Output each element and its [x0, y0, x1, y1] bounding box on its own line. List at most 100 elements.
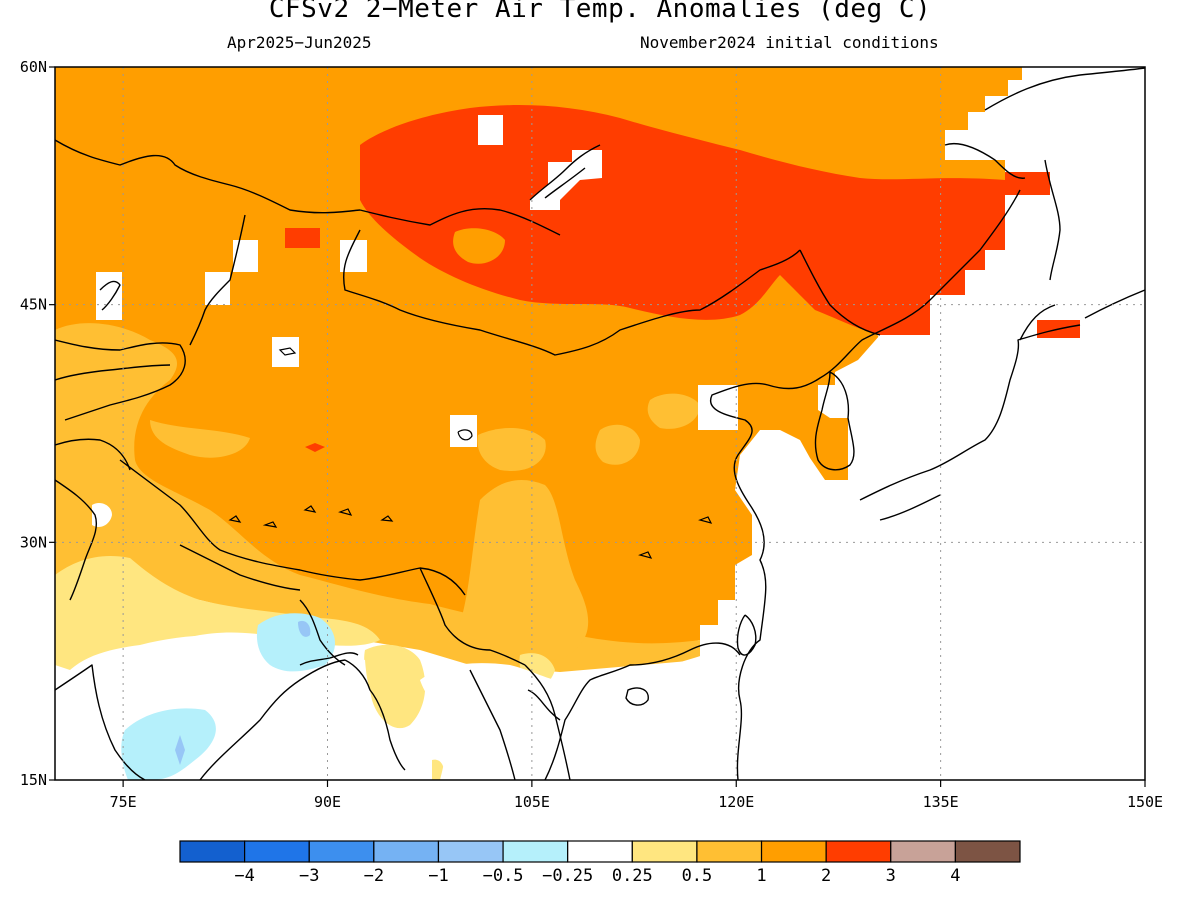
near-normal-qinghai-lake	[450, 415, 477, 447]
warm-pocket-mongolia	[453, 228, 505, 264]
longitude-axis: 75E 90E 105E 120E 135E 150E	[110, 780, 1163, 811]
map-plot-area	[55, 67, 1145, 780]
tibet-lake-5	[380, 515, 394, 522]
lon-tick-label: 105E	[514, 793, 550, 811]
coastline-bay-of-bengal	[299, 652, 359, 666]
issyk-lake-outline	[278, 347, 297, 356]
near-normal-region-kashmir	[92, 503, 112, 527]
colorbar-label: −0.5	[483, 866, 524, 886]
map-frame	[54, 66, 1146, 781]
lon-tick-label: 135E	[923, 793, 959, 811]
china-lake-1	[638, 551, 653, 559]
colorbar-swatch	[567, 840, 633, 863]
near-normal-region-japan	[850, 300, 1145, 480]
near-normal-alakol	[233, 240, 258, 272]
cooler-anomaly-region-india	[175, 735, 185, 765]
lat-tick-label: 45N	[20, 296, 47, 314]
colorbar-swatch	[631, 840, 698, 863]
initial-conditions: November2024 initial conditions	[640, 33, 939, 52]
border-mongolia-china	[343, 229, 801, 356]
tibet-lake-1	[228, 515, 242, 523]
border-china-myanmar	[419, 567, 526, 666]
border-india-bangladesh	[299, 599, 346, 666]
colorbar-swatch	[179, 840, 246, 863]
colorbar-label: 0.5	[682, 866, 713, 886]
moderate-anomaly-region-north-china	[595, 424, 640, 465]
tibet-lake-4	[338, 508, 353, 516]
colorbar-label: 2	[821, 866, 831, 886]
border-central-asia	[55, 339, 186, 421]
border-india-nepal	[179, 544, 301, 591]
colorbar-swatch	[760, 840, 827, 863]
colorbar-swatch	[308, 840, 375, 863]
colorbar-label: 4	[950, 866, 960, 886]
taiwan-outline	[736, 614, 757, 656]
colorbar-swatch	[890, 840, 956, 863]
small-lakes	[228, 347, 713, 559]
lat-tick-label: 15N	[20, 771, 47, 789]
near-normal-region-southeast-asia	[420, 640, 740, 780]
forecast-period: Apr2025−Jun2025	[227, 33, 372, 52]
coastline-myanmar	[344, 659, 406, 771]
colorbar-label: −1	[428, 866, 448, 886]
near-normal-region-okhotsk	[945, 67, 1145, 300]
lon-tick-label: 90E	[314, 793, 341, 811]
coastline-indochina	[527, 642, 741, 780]
colorbar-swatch	[825, 840, 892, 863]
near-normal-balkhash	[96, 272, 122, 320]
very-warm-anomaly-region-sakhalin	[1005, 172, 1050, 195]
coastline-india	[55, 659, 346, 780]
very-warm-anomaly-region-tibet	[305, 443, 325, 452]
lake-baikal-outline	[529, 144, 601, 201]
border-afghanistan	[55, 438, 131, 471]
qinghai-lake-outline	[457, 429, 473, 441]
map-title: CFSv2 2−Meter Air Temp. Anomalies (deg C…	[268, 0, 932, 24]
lon-tick-label: 120E	[718, 793, 754, 811]
china-lake-2	[698, 516, 713, 524]
colorbar-swatch	[502, 840, 569, 863]
border-vietnam-laos	[524, 664, 571, 780]
lat-tick-label: 30N	[20, 533, 47, 551]
moderate-anomaly-region-shandong	[647, 393, 700, 429]
coastline-japan	[859, 304, 1081, 521]
border-china-india	[119, 459, 466, 596]
cool-anomaly-region-bay-of-bengal	[121, 708, 216, 780]
colorbar-label: 1	[756, 866, 766, 886]
coastline-sakhalin	[1044, 159, 1061, 281]
coastline-kamchatka	[1084, 289, 1145, 319]
near-normal-issyk	[272, 337, 299, 367]
colorbar-label: −0.25	[542, 866, 593, 886]
moderate-anomaly-region-west	[55, 323, 700, 672]
border-china-northeast	[799, 249, 881, 336]
colorbar: −4 −3 −2 −1 −0.5 −0.25 0.25 0.5 1 2 3 4	[179, 840, 1021, 886]
border-russia-mongolia	[359, 208, 561, 236]
colorbar-label: 0.25	[612, 866, 653, 886]
tibet-lake-2	[262, 521, 278, 528]
lon-tick-label: 150E	[1127, 793, 1163, 811]
land-outlines	[55, 67, 1145, 780]
cooler-anomaly-region-bangladesh	[298, 620, 311, 637]
near-normal-zaysan	[205, 272, 230, 305]
moderate-anomaly-region-qinghai	[477, 428, 546, 471]
lake-balkhash-outline	[99, 280, 121, 311]
border-russia-kazakhstan	[55, 139, 361, 214]
coastline-china-korea	[709, 189, 1021, 780]
colorbar-label: −2	[364, 866, 384, 886]
very-warm-anomaly-region-mongolia	[360, 105, 1005, 335]
border-kazakhstan-china	[189, 214, 246, 346]
near-normal-region-east-sea	[740, 480, 1145, 780]
colorbar-swatch	[437, 840, 504, 863]
colorbar-label: 3	[886, 866, 896, 886]
border-thailand	[469, 669, 516, 780]
border-pakistan-india	[55, 479, 97, 601]
colorbar-swatch	[244, 840, 310, 863]
slight-anomaly-region-india	[55, 555, 380, 670]
colorbar-swatch	[954, 840, 1021, 863]
near-normal-bohai	[698, 385, 738, 430]
near-normal-khovsgol	[478, 115, 503, 145]
colorbar-label: −3	[299, 866, 319, 886]
coastline-korea	[814, 371, 855, 471]
moderate-anomaly-region-tibet	[150, 420, 250, 458]
near-normal-region-india	[55, 635, 400, 780]
